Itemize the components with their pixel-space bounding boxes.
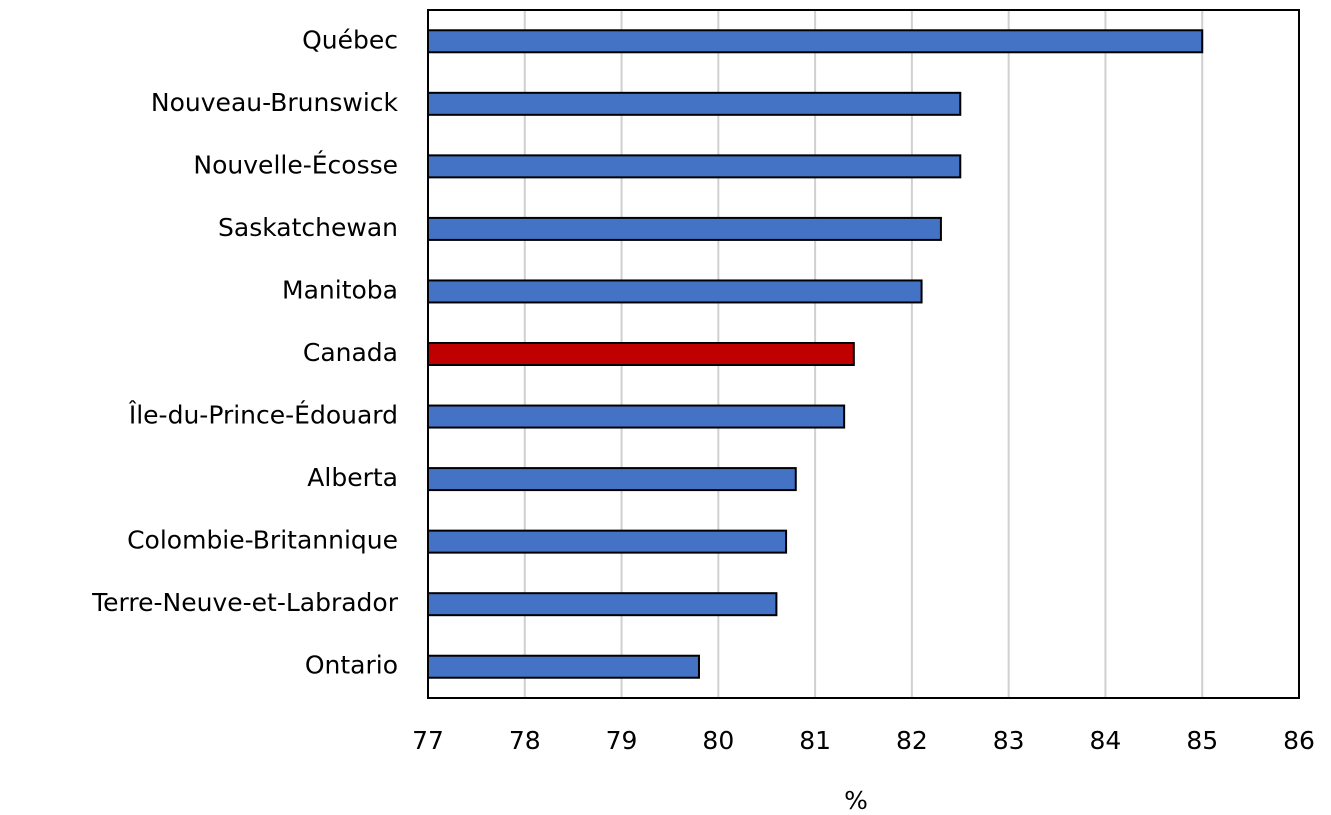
bar xyxy=(427,91,962,116)
bar xyxy=(427,29,1204,54)
bar xyxy=(427,216,942,241)
x-tick-label: 86 xyxy=(1283,726,1315,755)
x-tick-label: 80 xyxy=(702,726,734,755)
x-tick-label: 77 xyxy=(412,726,444,755)
bar xyxy=(427,654,700,679)
y-tick-label: Ontario xyxy=(305,651,398,680)
x-tick-label: 79 xyxy=(606,726,638,755)
y-tick-label: Nouveau-Brunswick xyxy=(151,88,399,117)
bar xyxy=(427,467,797,492)
x-axis-label: % xyxy=(844,786,868,815)
y-tick-label: Colombie-Britannique xyxy=(127,526,398,555)
bar xyxy=(427,592,778,617)
y-tick-label: Québec xyxy=(302,25,398,54)
x-tick-label: 78 xyxy=(509,726,541,755)
y-tick-label: Canada xyxy=(303,338,398,367)
y-tick-label: Nouvelle-Écosse xyxy=(193,150,398,179)
bar xyxy=(427,279,923,304)
plot-frame xyxy=(427,9,1300,699)
bar xyxy=(427,154,962,179)
bar xyxy=(427,529,788,554)
x-tick-label: 85 xyxy=(1186,726,1218,755)
bar xyxy=(427,342,855,366)
y-tick-label: Terre-Neuve-et-Labrador xyxy=(91,588,399,617)
x-tick-label: 83 xyxy=(993,726,1025,755)
x-tick-label: 81 xyxy=(799,726,831,755)
x-tick-label: 84 xyxy=(1090,726,1122,755)
y-tick-label: Alberta xyxy=(307,463,398,492)
y-tick-label: Saskatchewan xyxy=(218,213,398,242)
y-tick-label: Manitoba xyxy=(282,275,398,304)
bar xyxy=(427,404,846,429)
y-tick-label: Île-du-Prince-Édouard xyxy=(128,401,398,430)
x-tick-label: 82 xyxy=(896,726,928,755)
